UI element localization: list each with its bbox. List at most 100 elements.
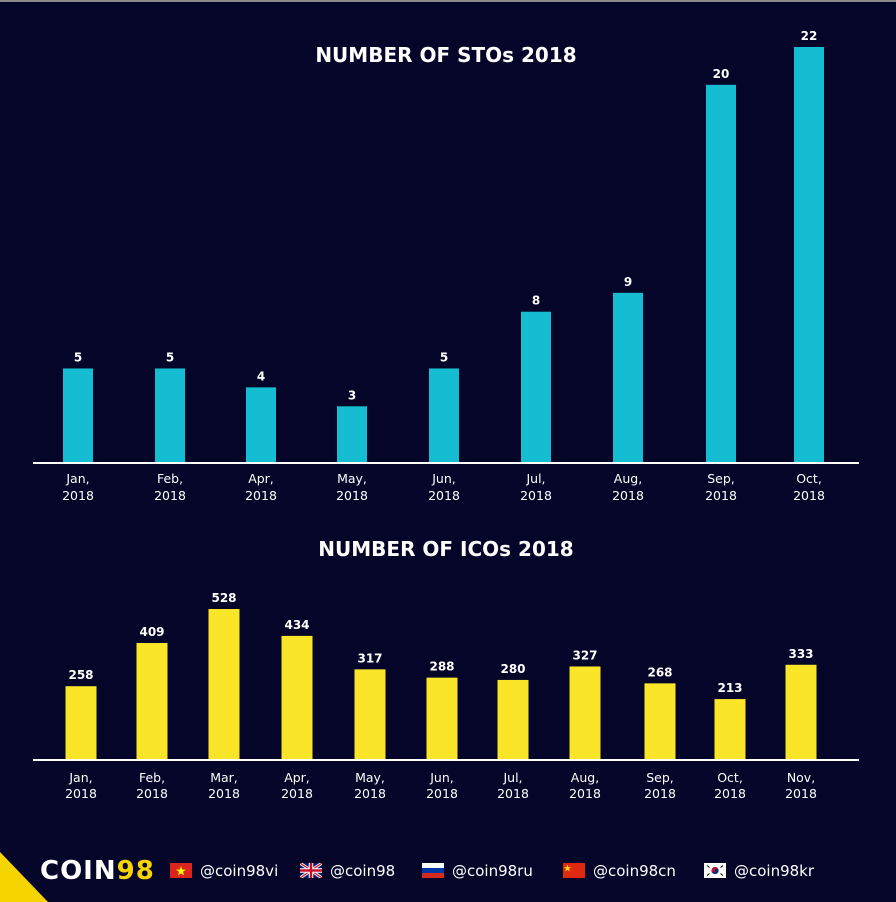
logo-text-coin: COIN: [40, 856, 117, 886]
x-tick-label: 2018: [793, 488, 825, 503]
x-tick-label: Nov,: [787, 770, 815, 785]
bar: [208, 609, 240, 760]
social-korea: @coin98kr: [704, 862, 814, 880]
bar: [794, 47, 824, 463]
data-label: 280: [500, 662, 525, 676]
x-tick-label: 2018: [714, 786, 746, 801]
social-china: @coin98cn: [563, 862, 676, 880]
x-tick-label: 2018: [245, 488, 277, 503]
x-tick-label: Feb,: [139, 770, 165, 785]
chart-title: NUMBER OF STOs 2018: [315, 43, 576, 67]
x-tick-label: Sep,: [707, 471, 735, 486]
x-tick-label: 2018: [428, 488, 460, 503]
x-tick-label: Oct,: [717, 770, 743, 785]
x-tick-label: Oct,: [796, 471, 822, 486]
data-label: 409: [139, 625, 164, 639]
data-label: 4: [257, 369, 265, 383]
uk-flag-icon: [300, 863, 322, 878]
bar: [281, 635, 313, 760]
x-tick-label: Jun,: [429, 770, 454, 785]
bar: [155, 368, 185, 463]
x-tick-label: 2018: [612, 488, 644, 503]
coin98-logo: COIN98: [40, 856, 155, 886]
data-label: 333: [788, 647, 813, 661]
bar: [246, 387, 276, 463]
data-label: 8: [532, 294, 540, 308]
x-tick-label: Sep,: [646, 770, 674, 785]
x-tick-label: 2018: [644, 786, 676, 801]
bar: [714, 699, 746, 760]
data-label: 22: [801, 29, 818, 43]
bar: [337, 406, 367, 463]
footer: COIN98 @coin98vi @coin98 @coin98ru @coin…: [0, 840, 896, 902]
social-handle: @coin98kr: [734, 862, 815, 880]
data-label: 20: [713, 67, 730, 81]
x-tick-label: 2018: [208, 786, 240, 801]
data-label: 213: [717, 681, 742, 695]
data-label: 434: [284, 618, 309, 632]
data-label: 268: [647, 665, 672, 679]
bar: [429, 368, 459, 463]
data-label: 5: [166, 350, 174, 364]
x-tick-label: Aug,: [571, 770, 599, 785]
bar: [613, 292, 643, 463]
x-tick-label: May,: [337, 471, 367, 486]
bar: [65, 686, 97, 760]
x-tick-label: May,: [355, 770, 385, 785]
x-tick-label: 2018: [336, 488, 368, 503]
social-handle: @coin98vi: [200, 862, 279, 880]
bar: [426, 677, 458, 760]
social-handle: @coin98ru: [452, 862, 533, 880]
x-tick-label: Jul,: [525, 471, 545, 486]
data-label: 3: [348, 388, 356, 402]
social-handle: @coin98: [330, 862, 396, 880]
social-vietnam: @coin98vi: [170, 862, 278, 880]
social-russia: @coin98ru: [422, 862, 533, 880]
bar: [63, 368, 93, 463]
data-label: 528: [211, 591, 236, 605]
x-tick-label: 2018: [569, 786, 601, 801]
vietnam-flag-icon: [170, 863, 192, 878]
bar: [136, 643, 168, 760]
x-tick-label: Mar,: [210, 770, 238, 785]
x-tick-label: Apr,: [284, 770, 310, 785]
korea-flag-icon: [704, 863, 726, 878]
data-label: 5: [74, 350, 82, 364]
x-tick-label: Jun,: [431, 471, 456, 486]
bar: [785, 664, 817, 760]
x-tick-label: 2018: [62, 488, 94, 503]
data-label: 317: [357, 651, 382, 665]
x-tick-label: Apr,: [248, 471, 274, 486]
x-tick-label: 2018: [65, 786, 97, 801]
top-border: [0, 0, 896, 2]
data-label: 327: [572, 648, 597, 662]
x-tick-label: 2018: [705, 488, 737, 503]
data-label: 258: [68, 668, 93, 682]
x-tick-label: Aug,: [614, 471, 642, 486]
russia-flag-icon: [422, 863, 444, 878]
x-tick-label: 2018: [281, 786, 313, 801]
social-handle: @coin98cn: [593, 862, 676, 880]
bar: [497, 679, 529, 760]
x-tick-label: 2018: [136, 786, 168, 801]
bar: [354, 669, 386, 760]
x-tick-label: Jan,: [68, 770, 92, 785]
x-tick-label: 2018: [354, 786, 386, 801]
x-tick-label: Jan,: [65, 471, 89, 486]
data-label: 5: [440, 350, 448, 364]
china-flag-icon: [563, 863, 585, 878]
bar: [644, 683, 676, 760]
chart-title: NUMBER OF ICOs 2018: [318, 537, 573, 561]
data-label: 9: [624, 275, 632, 289]
charts-canvas: NUMBER OF STOs 20185Jan,20185Feb,20184Ap…: [33, 29, 859, 801]
data-label: 288: [429, 660, 454, 674]
x-tick-label: 2018: [520, 488, 552, 503]
x-tick-label: 2018: [497, 786, 529, 801]
logo-text-98: 98: [116, 856, 155, 886]
x-tick-label: 2018: [426, 786, 458, 801]
x-tick-label: 2018: [154, 488, 186, 503]
bar: [521, 311, 551, 463]
social-uk: @coin98: [300, 862, 395, 880]
x-tick-label: Feb,: [157, 471, 183, 486]
bar: [569, 666, 601, 760]
